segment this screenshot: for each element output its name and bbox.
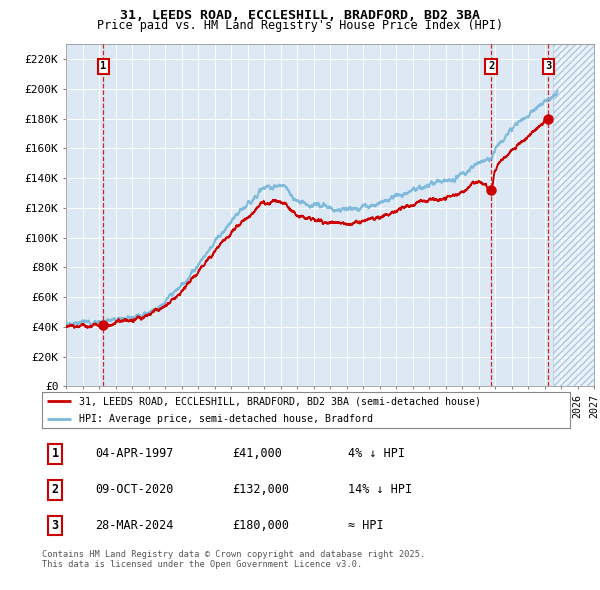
Text: 1: 1 <box>100 61 106 71</box>
Bar <box>553 44 594 386</box>
Text: HPI: Average price, semi-detached house, Bradford: HPI: Average price, semi-detached house,… <box>79 414 373 424</box>
Text: 04-APR-1997: 04-APR-1997 <box>95 447 173 460</box>
Text: Contains HM Land Registry data © Crown copyright and database right 2025.
This d: Contains HM Land Registry data © Crown c… <box>42 550 425 569</box>
Text: 2: 2 <box>488 61 494 71</box>
Text: ≈ HPI: ≈ HPI <box>348 519 384 532</box>
Text: 3: 3 <box>545 61 551 71</box>
Text: 14% ↓ HPI: 14% ↓ HPI <box>348 483 412 496</box>
Bar <box>553 44 594 386</box>
Text: £180,000: £180,000 <box>232 519 289 532</box>
Text: 3: 3 <box>52 519 59 532</box>
Text: £41,000: £41,000 <box>232 447 282 460</box>
Text: 1: 1 <box>52 447 59 460</box>
Text: 2: 2 <box>52 483 59 496</box>
Text: 31, LEEDS ROAD, ECCLESHILL, BRADFORD, BD2 3BA (semi-detached house): 31, LEEDS ROAD, ECCLESHILL, BRADFORD, BD… <box>79 396 481 406</box>
Text: 28-MAR-2024: 28-MAR-2024 <box>95 519 173 532</box>
Text: 4% ↓ HPI: 4% ↓ HPI <box>348 447 405 460</box>
Text: 31, LEEDS ROAD, ECCLESHILL, BRADFORD, BD2 3BA: 31, LEEDS ROAD, ECCLESHILL, BRADFORD, BD… <box>120 9 480 22</box>
Text: Price paid vs. HM Land Registry's House Price Index (HPI): Price paid vs. HM Land Registry's House … <box>97 19 503 32</box>
Text: £132,000: £132,000 <box>232 483 289 496</box>
Text: 09-OCT-2020: 09-OCT-2020 <box>95 483 173 496</box>
